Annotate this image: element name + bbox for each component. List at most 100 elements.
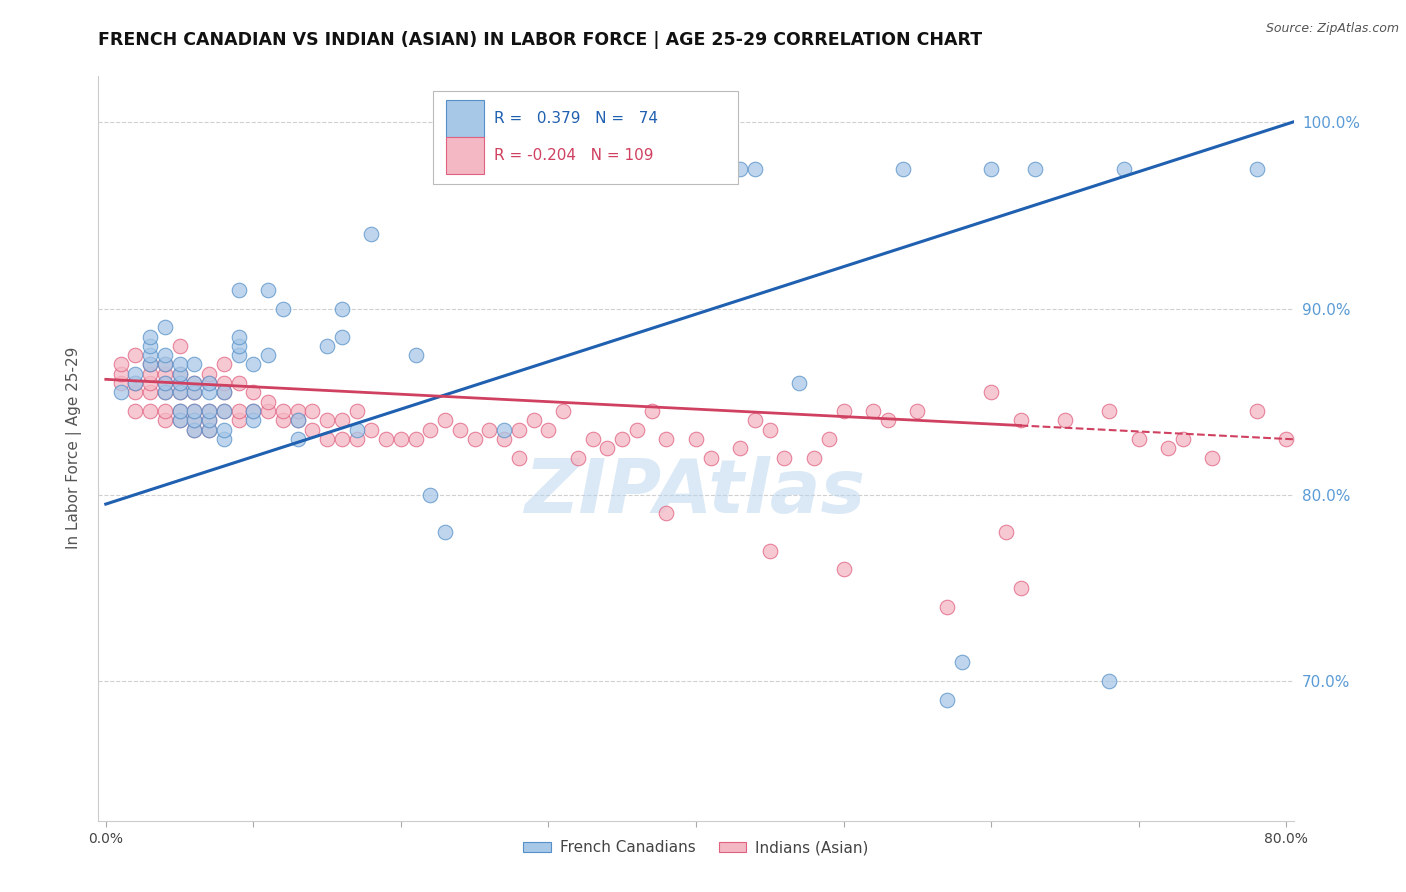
Point xyxy=(1024,161,1046,176)
Point xyxy=(346,404,368,418)
Point xyxy=(183,385,205,400)
Point xyxy=(212,385,235,400)
Point xyxy=(612,432,634,446)
Point xyxy=(183,413,205,427)
Point xyxy=(1246,161,1268,176)
Point xyxy=(582,161,605,176)
Point xyxy=(153,348,176,362)
Point xyxy=(169,376,191,390)
Point xyxy=(242,404,264,418)
Point xyxy=(271,301,294,316)
Point xyxy=(655,432,678,446)
Point xyxy=(183,413,205,427)
Point xyxy=(242,358,264,372)
Point xyxy=(434,413,457,427)
Point xyxy=(758,423,780,437)
Point xyxy=(567,450,589,465)
Point xyxy=(685,432,707,446)
Point xyxy=(1098,673,1121,688)
Point xyxy=(449,161,471,176)
Point xyxy=(139,329,162,343)
FancyBboxPatch shape xyxy=(446,136,485,174)
Point xyxy=(139,385,162,400)
Text: R =   0.379   N =   74: R = 0.379 N = 74 xyxy=(494,111,658,126)
Point xyxy=(1053,413,1076,427)
Point xyxy=(153,376,176,390)
Point xyxy=(153,376,176,390)
Point xyxy=(183,404,205,418)
Point xyxy=(905,404,928,418)
Point xyxy=(1010,413,1032,427)
Point xyxy=(271,404,294,418)
Point xyxy=(699,450,721,465)
Point xyxy=(212,404,235,418)
Point xyxy=(980,161,1002,176)
Point xyxy=(1201,450,1223,465)
Point xyxy=(139,367,162,381)
Point xyxy=(950,656,973,670)
Point xyxy=(389,432,412,446)
Point xyxy=(169,385,191,400)
Point xyxy=(994,524,1017,539)
Point xyxy=(228,283,250,297)
Point xyxy=(464,432,486,446)
Point xyxy=(1112,161,1135,176)
Point xyxy=(1157,442,1180,455)
Point xyxy=(198,376,221,390)
Point xyxy=(153,320,176,334)
Point xyxy=(198,376,221,390)
Point xyxy=(405,348,427,362)
Point xyxy=(330,329,353,343)
Point xyxy=(228,329,250,343)
Point xyxy=(169,376,191,390)
Point xyxy=(1128,432,1150,446)
Point xyxy=(257,394,280,409)
Point xyxy=(346,423,368,437)
Point xyxy=(803,450,825,465)
Point xyxy=(183,423,205,437)
Point xyxy=(153,367,176,381)
Point xyxy=(169,367,191,381)
Point xyxy=(316,432,339,446)
Point xyxy=(212,432,235,446)
Point xyxy=(124,385,146,400)
Point xyxy=(862,404,884,418)
Point xyxy=(744,161,766,176)
Point xyxy=(935,692,957,706)
Point xyxy=(110,358,132,372)
Point xyxy=(287,413,309,427)
Text: ZIPAtlas: ZIPAtlas xyxy=(526,457,866,530)
Point xyxy=(508,423,530,437)
Point xyxy=(494,432,516,446)
Point xyxy=(169,339,191,353)
Point xyxy=(124,348,146,362)
Point xyxy=(773,450,796,465)
Point xyxy=(110,385,132,400)
Point xyxy=(153,385,176,400)
Point xyxy=(198,404,221,418)
FancyBboxPatch shape xyxy=(446,100,485,136)
Point xyxy=(198,413,221,427)
Point xyxy=(287,413,309,427)
Point xyxy=(228,376,250,390)
Point xyxy=(360,227,382,241)
Point xyxy=(419,423,441,437)
Point xyxy=(330,432,353,446)
Point xyxy=(1010,581,1032,595)
Point xyxy=(728,161,751,176)
Text: FRENCH CANADIAN VS INDIAN (ASIAN) IN LABOR FORCE | AGE 25-29 CORRELATION CHART: FRENCH CANADIAN VS INDIAN (ASIAN) IN LAB… xyxy=(98,31,983,49)
Point xyxy=(626,161,648,176)
Point xyxy=(685,161,707,176)
Point xyxy=(508,161,530,176)
Point xyxy=(183,376,205,390)
Point xyxy=(346,432,368,446)
Point xyxy=(169,404,191,418)
Point xyxy=(153,413,176,427)
Point xyxy=(139,358,162,372)
Point xyxy=(212,358,235,372)
Point xyxy=(419,488,441,502)
Point xyxy=(153,404,176,418)
Point xyxy=(183,423,205,437)
Point xyxy=(139,404,162,418)
Point xyxy=(1171,432,1194,446)
